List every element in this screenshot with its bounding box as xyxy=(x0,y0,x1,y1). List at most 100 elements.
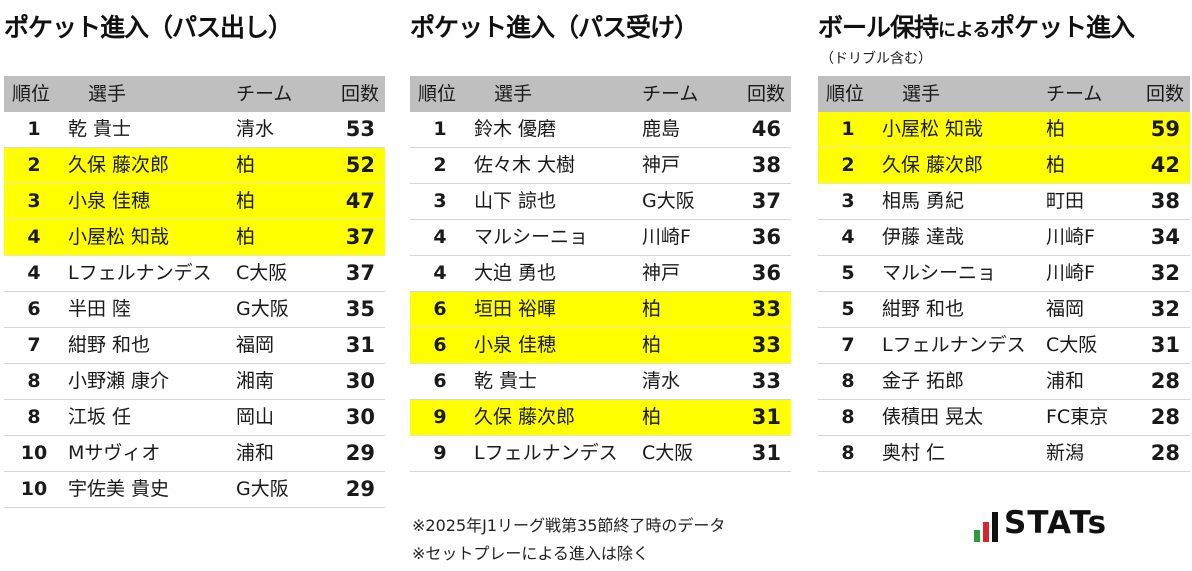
team-cell: 新潟 xyxy=(1046,442,1085,464)
player-name-cell: 小泉 佳穂 xyxy=(68,190,151,212)
ranking-table: 順位 選手 チーム 回数 1 小屋松 知哉柏 59 2 久保 藤次郎柏 42 3 相馬 勇紀町… xyxy=(818,76,1190,472)
player-name-cell: 奥村 仁 xyxy=(882,442,946,464)
team-cell: 柏 xyxy=(642,334,662,356)
team-cell: 神戸 xyxy=(642,154,681,176)
footnote-exclusion: ※セットプレーによる進入は除く xyxy=(412,544,649,563)
logo-text: STATs xyxy=(1004,505,1108,541)
rank-cell: 8 xyxy=(841,370,855,392)
table-row: 6 垣田 裕暉 柏 33 xyxy=(410,292,791,328)
player-name-cell: 乾 貴士 xyxy=(474,370,538,392)
count-cell: 33 xyxy=(751,333,781,357)
table-body: 1 小屋松 知哉柏 59 2 久保 藤次郎柏 42 3 相馬 勇紀 町田 38 4 伊藤 達哉 川崎F 3… xyxy=(818,112,1190,472)
player-name-cell: 半田 陸 xyxy=(68,298,132,320)
ranking-table: 順位 選手 チーム 回数 1 鈴木 優磨 鹿島 46 2 佐々木 大樹 神戸 38 3 山下 諒也… xyxy=(410,76,791,472)
count-cell: 28 xyxy=(1150,369,1180,393)
player-name-cell: 大迫 勇也 xyxy=(474,262,557,284)
table-row: 8 奥村 仁 新潟 28 xyxy=(818,436,1190,472)
rank-cell: 4 xyxy=(27,226,41,248)
rank-cell: 6 xyxy=(433,334,447,356)
team-cell: 岡山 xyxy=(236,406,275,428)
title-end: ポケット進入 xyxy=(989,13,1135,42)
footnotes: ※2025年J1リーグ戦第35節終了時のデータ ※セットプレーによる進入は除く xyxy=(412,512,725,568)
table-row: 6 半田 陸 G大阪 35 xyxy=(4,292,385,328)
rank-cell: 1 xyxy=(433,118,447,140)
table-row: 8 小野瀬 康介 湘南 30 xyxy=(4,364,385,400)
player-name-cell: 宇佐美 貴史 xyxy=(68,478,170,500)
header-rank: 順位 xyxy=(826,83,865,105)
logo-bar-icon xyxy=(992,512,998,542)
team-cell: 浦和 xyxy=(1046,370,1085,392)
header-rank: 順位 xyxy=(12,83,51,105)
rank-cell: 9 xyxy=(433,406,447,428)
player-name-cell: 垣田 裕暉 xyxy=(474,298,557,320)
table-row: 6 小泉 佳穂 柏 33 xyxy=(410,328,791,364)
player-name-cell: 久保 藤次郎 xyxy=(68,154,170,176)
rank-cell: 10 xyxy=(20,478,48,500)
panel-subtitle: （ドリブル含む） xyxy=(820,51,932,67)
player-name-cell: 伊藤 達哉 xyxy=(882,226,965,248)
panel-title: ポケット進入（パス出し） xyxy=(4,13,293,42)
team-cell: 柏 xyxy=(642,298,662,320)
header-player: 選手 xyxy=(494,83,533,105)
count-cell: 36 xyxy=(751,261,781,285)
count-cell: 38 xyxy=(1150,189,1180,213)
count-cell: 46 xyxy=(751,117,781,141)
count-cell: 29 xyxy=(345,441,375,465)
table-row: 9 久保 藤次郎 柏 31 xyxy=(410,400,791,436)
rank-cell: 9 xyxy=(433,442,447,464)
team-cell: 柏 xyxy=(236,226,256,248)
table-row: 8 金子 拓郎 浦和 28 xyxy=(818,364,1190,400)
header-team: チーム xyxy=(236,83,293,105)
team-cell: C大阪 xyxy=(1046,334,1098,356)
logo-bar-icon xyxy=(983,522,989,542)
table-header: 順位 選手 チーム 回数 xyxy=(4,76,385,112)
rank-cell: 8 xyxy=(27,406,41,428)
table-row: 2 佐々木 大樹 神戸 38 xyxy=(410,148,791,184)
team-cell: 川崎F xyxy=(642,226,691,248)
count-cell: 30 xyxy=(345,369,375,393)
rank-cell: 4 xyxy=(433,226,447,248)
player-name-cell: 久保 藤次郎 xyxy=(882,154,984,176)
table-row: 4 小屋松 知哉 柏 37 xyxy=(4,220,385,256)
count-cell: 33 xyxy=(751,369,781,393)
team-cell: 柏 xyxy=(1046,154,1066,176)
count-cell: 37 xyxy=(345,261,375,285)
count-cell: 52 xyxy=(345,153,375,177)
team-cell: 神戸 xyxy=(642,262,681,284)
rank-cell: 5 xyxy=(841,298,855,320)
table-row: 4 Lフェルナンデス C大阪 37 xyxy=(4,256,385,292)
player-name-cell: Lフェルナンデス xyxy=(68,262,212,284)
rank-cell: 2 xyxy=(433,154,447,176)
table-row: 5 マルシーニョ 川崎F 32 xyxy=(818,256,1190,292)
rank-cell: 6 xyxy=(433,298,447,320)
rank-cell: 8 xyxy=(841,442,855,464)
header-player: 選手 xyxy=(88,83,127,105)
team-cell: 湘南 xyxy=(236,370,275,392)
count-cell: 32 xyxy=(1150,297,1180,321)
count-cell: 59 xyxy=(1150,117,1180,141)
count-cell: 28 xyxy=(1150,405,1180,429)
header-player: 選手 xyxy=(902,83,941,105)
table-row: 8 俵積田 晃太 FC東京 28 xyxy=(818,400,1190,436)
panel-title: ポケット進入（パス受け） xyxy=(410,13,699,42)
player-name-cell: 紺野 和也 xyxy=(882,298,965,320)
count-cell: 34 xyxy=(1150,225,1180,249)
team-cell: FC東京 xyxy=(1046,406,1109,428)
player-name-cell: 乾 貴士 xyxy=(68,118,132,140)
player-name-cell: 紺野 和也 xyxy=(68,334,151,356)
rank-cell: 7 xyxy=(27,334,41,356)
footnote-data-date: ※2025年J1リーグ戦第35節終了時のデータ xyxy=(412,516,726,535)
player-name-cell: 江坂 任 xyxy=(68,406,132,428)
rank-cell: 2 xyxy=(27,154,41,176)
player-name-cell: 小屋松 知哉 xyxy=(68,226,170,248)
player-name-cell: Lフェルナンデス xyxy=(882,334,1026,356)
player-name-cell: 小泉 佳穂 xyxy=(474,334,557,356)
title-main: ボール保持 xyxy=(818,13,939,42)
table-row: 3 小泉 佳穂 柏 47 xyxy=(4,184,385,220)
team-cell: C大阪 xyxy=(236,262,288,284)
table-row: 6 乾 貴士 清水 33 xyxy=(410,364,791,400)
team-cell: 町田 xyxy=(1046,190,1085,212)
count-cell: 53 xyxy=(345,117,375,141)
team-cell: 柏 xyxy=(236,190,256,212)
team-cell: C大阪 xyxy=(642,442,694,464)
